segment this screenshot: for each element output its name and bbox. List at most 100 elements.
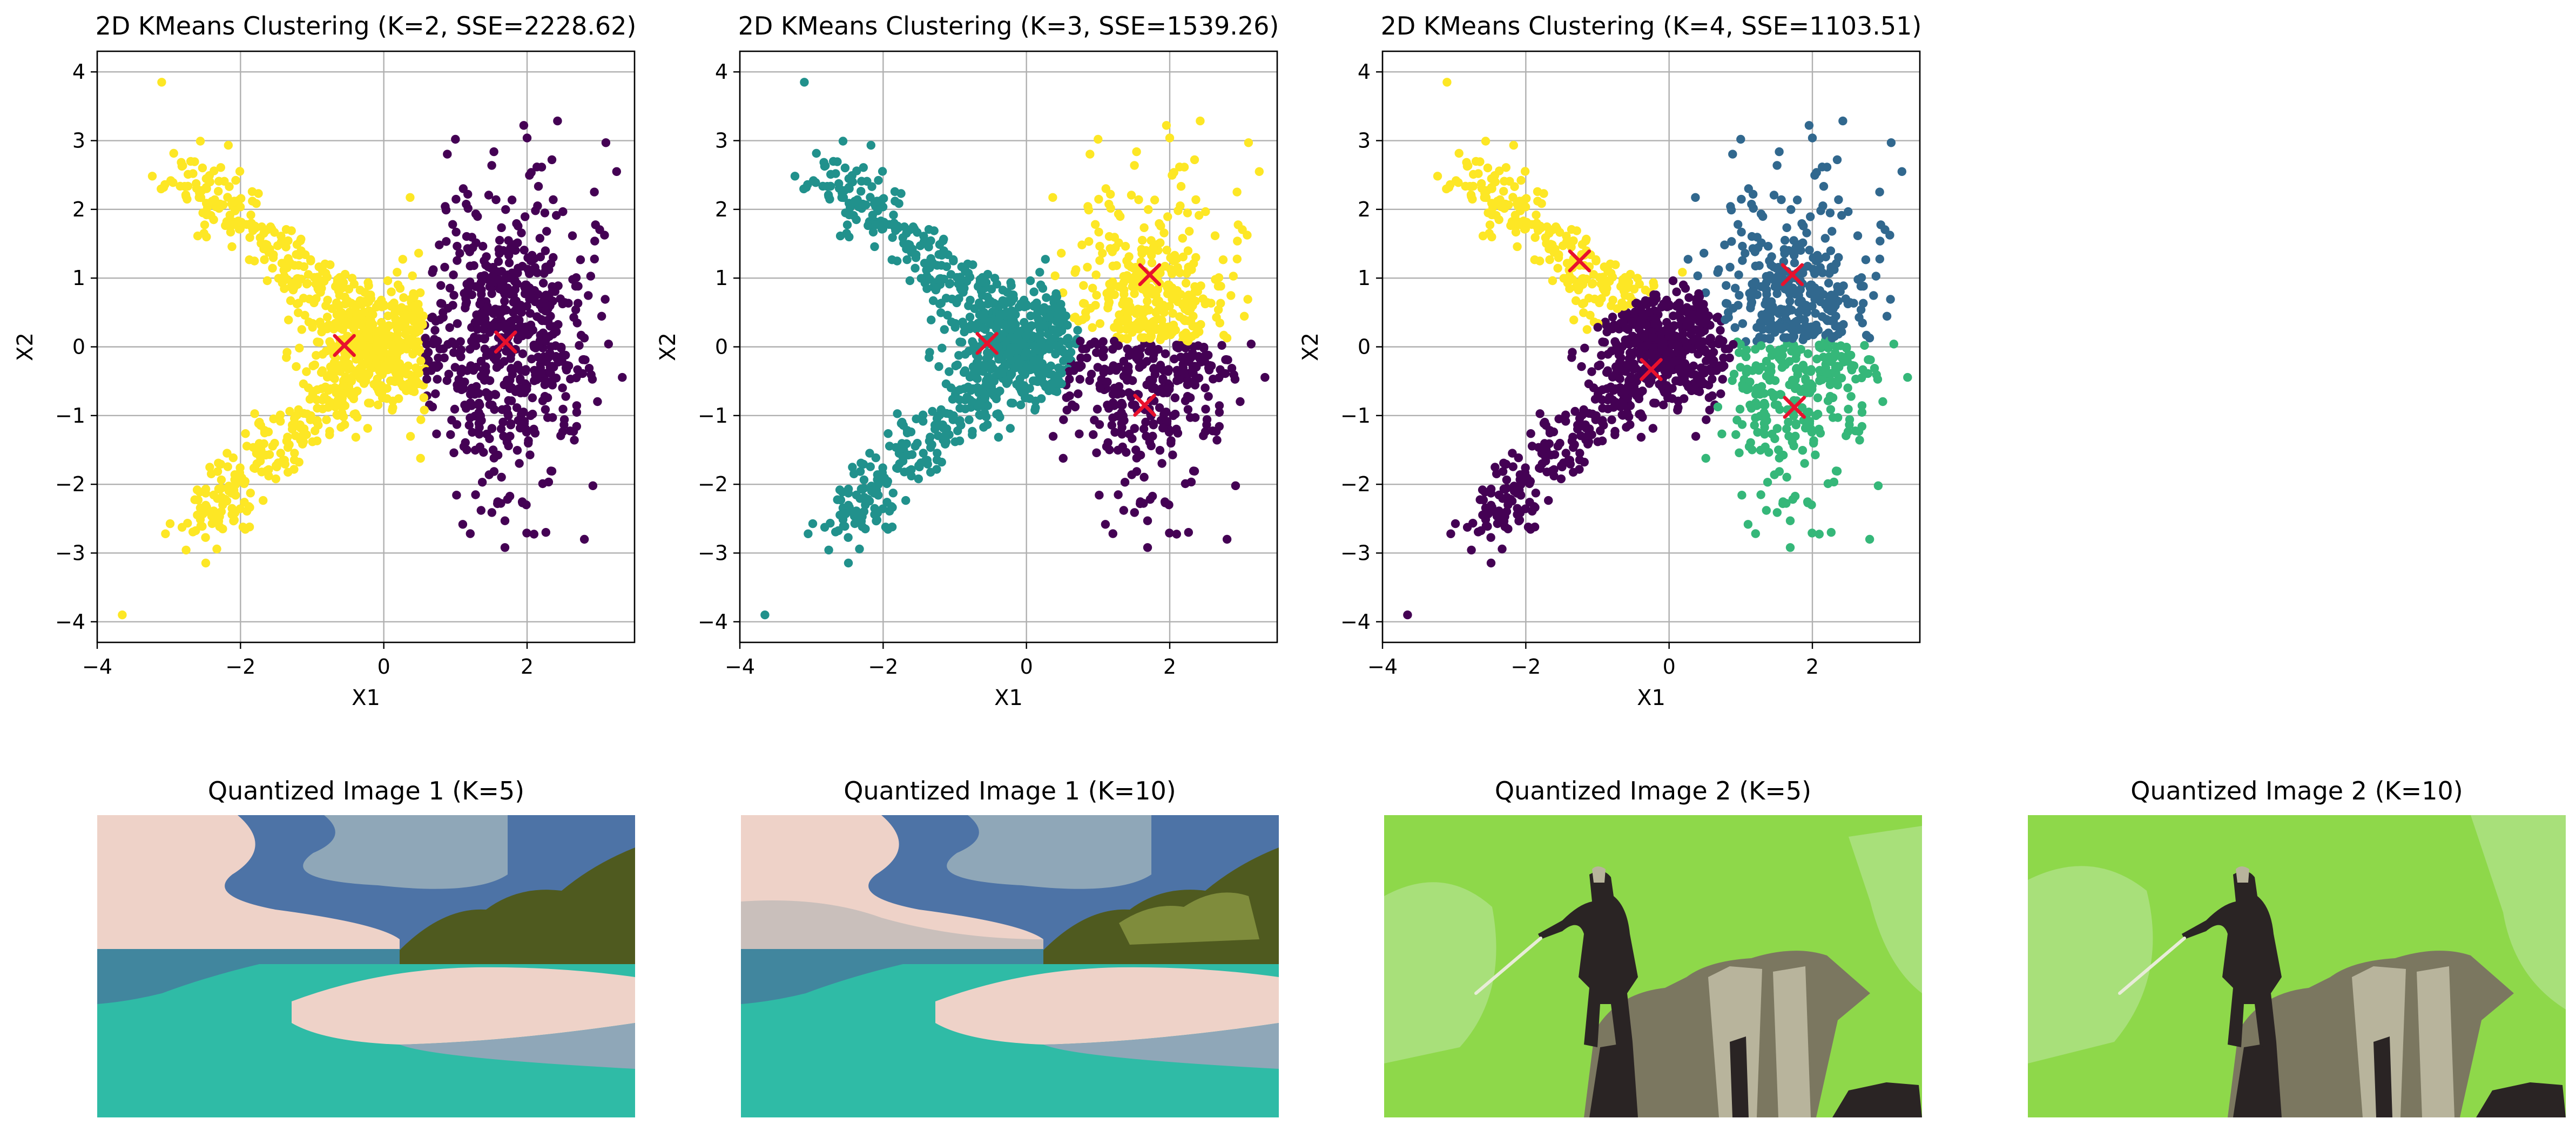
y-axis-label: X2 <box>13 333 38 361</box>
data-point <box>1781 235 1790 245</box>
data-point <box>971 364 981 373</box>
data-point <box>387 287 396 296</box>
data-point <box>1065 375 1074 384</box>
data-point <box>1094 134 1103 144</box>
data-point <box>1026 311 1035 321</box>
data-point <box>914 474 923 484</box>
data-point <box>1243 295 1252 304</box>
data-point <box>463 204 473 213</box>
data-point <box>1076 353 1085 363</box>
data-point <box>854 515 863 524</box>
data-point <box>219 200 228 209</box>
data-point <box>1184 290 1193 300</box>
data-point <box>997 333 1006 342</box>
data-point <box>284 467 293 477</box>
data-point <box>1600 286 1609 295</box>
data-point <box>260 255 269 265</box>
data-point <box>228 453 238 463</box>
data-point <box>1665 323 1675 333</box>
data-point <box>1168 171 1177 180</box>
data-point <box>942 409 951 418</box>
data-point <box>1858 318 1867 328</box>
data-point <box>491 304 500 314</box>
data-point <box>1171 326 1180 335</box>
data-point <box>464 421 474 430</box>
data-point <box>852 215 861 225</box>
data-point <box>526 411 535 421</box>
data-point <box>1837 353 1846 363</box>
data-point <box>1638 412 1647 422</box>
data-point <box>1051 341 1061 350</box>
data-point <box>1833 413 1843 422</box>
data-point <box>959 368 969 377</box>
data-point <box>1751 390 1761 399</box>
data-point <box>1760 430 1769 439</box>
data-point <box>1055 318 1064 328</box>
data-point <box>1154 306 1163 315</box>
data-point <box>988 299 998 308</box>
data-point <box>387 356 396 365</box>
data-point <box>838 137 848 146</box>
data-point <box>1190 155 1199 165</box>
data-point <box>271 474 280 484</box>
data-point <box>1737 491 1746 500</box>
data-point <box>1897 167 1906 176</box>
data-point <box>488 277 497 287</box>
data-point <box>466 413 475 423</box>
data-point <box>405 370 415 379</box>
data-point <box>216 163 225 172</box>
data-point <box>334 386 344 395</box>
quantized-image-title: Quantized Image 2 (K=10) <box>2130 776 2463 805</box>
data-point <box>178 161 187 171</box>
quantized-image-panel-1: Quantized Image 1 (K=5) <box>97 772 635 1117</box>
data-point <box>194 193 204 202</box>
data-point <box>910 225 919 234</box>
data-point <box>1727 237 1736 246</box>
data-point <box>844 484 853 494</box>
data-point <box>1835 322 1844 331</box>
data-point <box>955 404 965 413</box>
data-point <box>1803 262 1812 271</box>
data-point <box>1602 327 1611 337</box>
data-point <box>1501 459 1511 469</box>
data-point <box>899 446 908 455</box>
data-point <box>1644 379 1654 388</box>
data-point <box>1800 423 1810 433</box>
data-point <box>964 301 973 310</box>
data-point <box>227 504 237 513</box>
data-point <box>1767 252 1776 261</box>
data-point <box>1157 459 1166 468</box>
data-point <box>1748 244 1757 253</box>
data-point <box>997 369 1007 378</box>
y-tick-label: −1 <box>55 404 85 428</box>
data-point <box>1587 367 1596 376</box>
data-point <box>1106 204 1115 213</box>
data-point <box>1770 376 1780 385</box>
data-point <box>1700 248 1709 258</box>
data-point <box>1691 432 1701 441</box>
data-point <box>1568 275 1577 284</box>
data-point <box>902 229 911 238</box>
data-point <box>1815 343 1824 352</box>
data-point <box>394 394 403 403</box>
data-point <box>1110 428 1120 437</box>
data-point <box>218 500 227 510</box>
data-point <box>1583 431 1593 440</box>
data-point <box>1130 277 1140 287</box>
data-point <box>1514 453 1523 463</box>
centroid-stroke <box>975 331 999 355</box>
data-point <box>1236 397 1245 406</box>
data-point <box>1825 208 1835 218</box>
data-point <box>918 410 928 419</box>
data-point <box>1477 179 1486 188</box>
data-point <box>499 431 508 441</box>
data-point <box>195 137 205 146</box>
data-point <box>1170 294 1179 303</box>
data-point <box>1704 393 1714 402</box>
data-point <box>1093 404 1102 414</box>
data-point <box>535 234 544 243</box>
data-point <box>1095 420 1104 429</box>
data-point <box>270 438 279 448</box>
data-point <box>1789 411 1798 421</box>
data-point <box>1775 352 1784 362</box>
